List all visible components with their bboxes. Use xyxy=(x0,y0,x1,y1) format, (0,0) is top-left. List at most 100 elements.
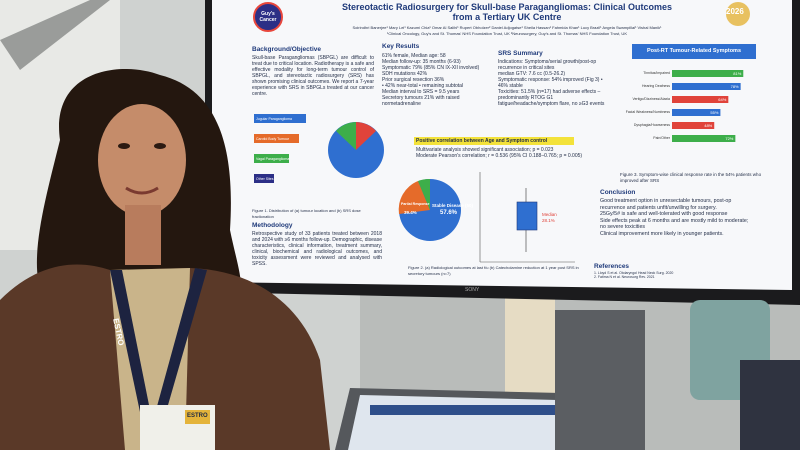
text-line: median GTV: 7.6 cc (0.5-26.2) xyxy=(498,71,566,77)
bar xyxy=(672,109,721,116)
bar xyxy=(672,96,729,103)
chart-title: Post-RT Tumour-Related Symptoms xyxy=(646,48,741,54)
logo-text: Guy's Cancer xyxy=(259,11,277,23)
text-line: Side effects peak at 6 months and are mo… xyxy=(600,217,749,231)
text-line: Median follow-up: 35 months (6-93) xyxy=(382,59,461,65)
poster-subtitle: from a Tertiary UK Centre xyxy=(452,12,562,22)
person xyxy=(740,360,800,450)
caption: Figure 1. Distribution of (a) tumour loc… xyxy=(252,208,361,219)
bar xyxy=(672,70,744,77)
text-line: Secretory tumours 21% with raised normet… xyxy=(382,95,460,107)
value-label: 78% xyxy=(731,84,739,89)
location-bar xyxy=(254,114,306,123)
pie-label: 57.6% xyxy=(440,210,458,216)
text-line: Indications: Symptoms/serial growth/post… xyxy=(498,59,597,71)
affiliations: ¹Clinical Oncology, Guy's and St. Thomas… xyxy=(387,31,627,36)
box-label: 28.1% xyxy=(542,218,555,223)
badge-logo xyxy=(185,410,210,424)
text-line: Symptomatic 79% (85% CN IX-XII involved) xyxy=(382,65,480,71)
box-label: Median xyxy=(542,212,557,217)
location-bar xyxy=(254,154,289,163)
text-line: 2. Fatima N et al. Neurosurg Rev. 2021 xyxy=(594,275,655,279)
caption: Figure 2. (a) Radiological outcomes at l… xyxy=(408,265,579,276)
bar-label: Carotid Body Tumour xyxy=(256,137,290,141)
laptop-header xyxy=(370,405,620,415)
badge-text: ESTRO xyxy=(187,413,208,419)
category-label: Dysphagia/Hoarseness xyxy=(634,123,670,127)
monitor-brand: SONY xyxy=(465,287,480,293)
section-heading: SRS Summary xyxy=(498,50,543,57)
logo xyxy=(254,3,282,31)
category-label: Facial Weakness/Numbness xyxy=(626,110,671,114)
pie-label: Partial Response xyxy=(401,202,430,206)
text-line: Toxicities: 51.5% (n=17) had adverse eff… xyxy=(498,89,605,107)
text-line: Median interval to SRS = 9.5 years xyxy=(382,89,460,95)
category-label: Vertigo/Dizziness/Ataxia xyxy=(632,97,670,101)
person xyxy=(555,310,645,450)
congress-logo xyxy=(726,2,750,26)
section-heading: Key Results xyxy=(382,43,420,50)
highlight-text: Positive correlation between Age and Sym… xyxy=(416,138,548,144)
pie-label: 39.4% xyxy=(404,210,417,215)
category-label: Hearing Deafness xyxy=(642,84,670,88)
symptom-bars: Tinnitus/Impaired 81% Hearing Deafness 78% V… xyxy=(626,70,744,142)
pie-label: Stable Disease (50) xyxy=(432,203,474,208)
lanyard xyxy=(110,270,150,412)
bar xyxy=(672,135,736,142)
location-bar xyxy=(254,134,299,143)
text-line: 1. Lloyd S et al. Otolaryngol Head Neck … xyxy=(594,271,674,275)
correlation: Multivariate analysis showed significant… xyxy=(416,147,596,159)
text-line: 25Gy/5# is safe and well-tolerated with … xyxy=(600,211,728,217)
key-results: 61% female, Median age: 58 Median follow-… xyxy=(382,53,497,107)
value-label: 55% xyxy=(710,110,718,115)
pie-slice xyxy=(356,122,376,150)
text-line: Moderate Pearson's correlation; r = 0.53… xyxy=(416,153,583,159)
location-bar xyxy=(254,174,274,183)
bar-label: Vagal Paraganglioma xyxy=(256,157,290,161)
highlight xyxy=(414,137,574,145)
eye xyxy=(118,143,130,149)
section-text: Skull-base Paragangliomas (SBPGL) are di… xyxy=(252,55,374,97)
stand xyxy=(505,290,555,400)
bar xyxy=(672,122,715,129)
value-label: 81% xyxy=(733,71,741,76)
logo-ring xyxy=(253,2,283,32)
value-label: 72% xyxy=(725,136,733,141)
section-heading: Methodology xyxy=(252,222,293,229)
neck xyxy=(125,205,161,265)
section-heading: Background/Objective xyxy=(252,46,321,53)
truss xyxy=(0,0,110,70)
text-line: Good treatment option in unresectable tu… xyxy=(600,198,732,211)
bar-label: Other Sites xyxy=(256,177,274,181)
value-label: 48% xyxy=(704,123,712,128)
text-line: SDH mutations 42% xyxy=(382,71,428,77)
value-label: 64% xyxy=(718,97,726,102)
caption: Figure 3. Symptom-wise clinical response… xyxy=(620,172,762,183)
pie-slice xyxy=(418,178,430,210)
category-label: Tinnitus/Impaired xyxy=(643,71,670,75)
smile xyxy=(125,186,159,195)
bar-label: Jugular Paraganglioma xyxy=(256,117,292,121)
references: 1. Lloyd S et al. Otolaryngol Head Neck … xyxy=(594,271,754,279)
authors: Soirindhri Banerjee¹ Mary Lei¹ Kazumi Ch… xyxy=(352,25,662,30)
text-line: 61% female, Median age: 58 xyxy=(382,53,446,59)
pie-slice xyxy=(336,122,356,150)
lanyard xyxy=(156,268,207,412)
poster-title: Stereotactic Radiosurgery for Skull-base… xyxy=(341,2,673,12)
text-line: Clinical improvement more likely in youn… xyxy=(600,230,724,237)
conclusion: Good treatment option in unresectable tu… xyxy=(600,198,750,237)
text-line: Multivariate analysis showed significant… xyxy=(416,147,554,153)
congress-year: 2026 xyxy=(726,7,744,16)
chart-title-box xyxy=(632,44,756,59)
bar xyxy=(672,83,741,90)
text-line: Prior surgical resection 36% xyxy=(382,77,445,83)
section-heading: Conclusion xyxy=(600,189,636,196)
section-heading: References xyxy=(594,263,630,270)
category-label: Pain/Other xyxy=(653,136,671,140)
text-line: • 42% near-total • remaining subtotal xyxy=(382,83,464,89)
srs-summary: Indications: Symptoms/serial growth/post… xyxy=(498,59,608,107)
pie-slice xyxy=(398,181,430,214)
box xyxy=(516,201,538,231)
